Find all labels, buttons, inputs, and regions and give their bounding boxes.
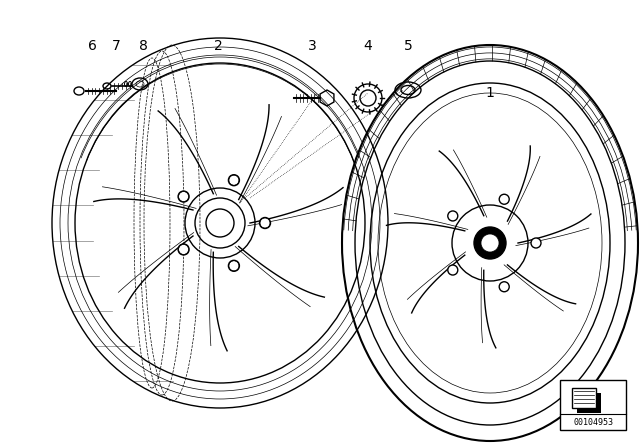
Ellipse shape bbox=[448, 211, 458, 221]
Ellipse shape bbox=[499, 282, 509, 292]
Bar bbox=[577, 393, 601, 413]
Ellipse shape bbox=[401, 86, 415, 95]
Ellipse shape bbox=[531, 238, 541, 248]
Text: 2: 2 bbox=[214, 39, 222, 53]
Text: 1: 1 bbox=[486, 86, 495, 100]
Text: 00104953: 00104953 bbox=[573, 418, 613, 426]
Ellipse shape bbox=[178, 244, 189, 255]
Text: 8: 8 bbox=[139, 39, 147, 53]
Ellipse shape bbox=[228, 175, 239, 186]
Text: 3: 3 bbox=[308, 39, 316, 53]
Ellipse shape bbox=[474, 227, 506, 259]
Bar bbox=[560, 380, 626, 430]
Text: 4: 4 bbox=[364, 39, 372, 53]
Ellipse shape bbox=[499, 194, 509, 204]
Text: 7: 7 bbox=[111, 39, 120, 53]
Ellipse shape bbox=[395, 82, 421, 98]
Ellipse shape bbox=[228, 260, 239, 271]
Ellipse shape bbox=[448, 265, 458, 275]
Text: 6: 6 bbox=[88, 39, 97, 53]
Bar bbox=[572, 388, 596, 408]
Ellipse shape bbox=[481, 234, 499, 252]
Ellipse shape bbox=[259, 217, 271, 228]
Text: 5: 5 bbox=[404, 39, 412, 53]
Ellipse shape bbox=[178, 191, 189, 202]
